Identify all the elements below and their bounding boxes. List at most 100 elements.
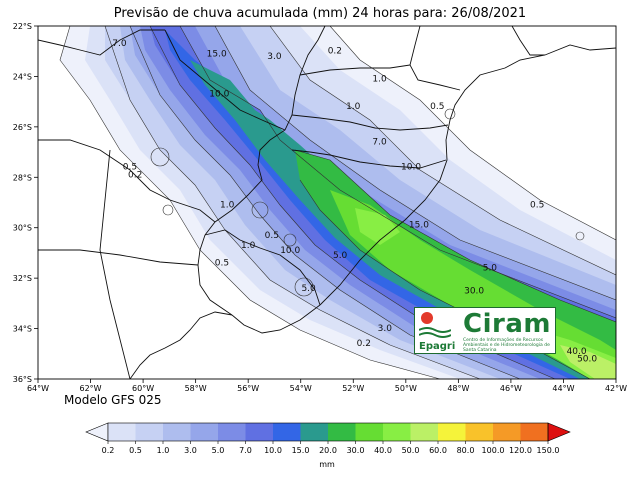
colorbar-unit: mm [319,460,335,469]
contour-label: 0.5 [215,259,229,269]
contour-label: 50.0 [577,354,597,364]
contour-island [162,204,174,216]
lat-tick-label: 36°S [13,375,32,384]
contour-line [149,26,556,379]
contour-label: 0.5 [265,231,279,241]
colorbar-tick-label: 5.0 [212,446,225,455]
colorbar-swatch [383,423,411,441]
state-border [511,26,545,56]
lon-tick-label: 58°W [185,384,207,393]
lon-tick-label: 46°W [500,384,522,393]
contour-label: 5.0 [333,251,348,261]
colorbar-swatch [465,423,493,441]
contour-line [214,26,616,301]
rain-band-60-0 [560,345,616,379]
colorbar-tick-label: 3.0 [184,446,197,455]
contour-island [283,233,297,247]
colorbar-swatch [438,423,466,441]
paraguay-argentina-border [164,29,286,131]
contour-labels: 7.015.010.00.21.03.01.0 0.57.010.00.50.20… [112,39,597,364]
lon-tick-label: 44°W [552,384,574,393]
argentina-coastline [129,311,233,379]
colorbar-tick-label: 40.0 [374,446,392,455]
contour-island [575,231,585,241]
contour-label: 1.0 [241,241,256,251]
uruguay-west-border [197,234,233,316]
lon-tick-label: 56°W [237,384,259,393]
state-border [409,26,461,91]
colorbar-swatch [273,423,301,441]
colorbar-tick-label: 15.0 [292,446,310,455]
contour-island [251,201,269,219]
contour-island [150,147,170,167]
lat-tick-label: 30°S [13,224,32,233]
contour-label: 40.0 [567,347,587,357]
colorbar-swatch [520,423,548,441]
contour-label: 10.0 [401,163,421,173]
contour-line [294,149,616,323]
logo-name: Ciram [463,309,551,339]
lat-tick-label: 26°S [13,123,32,132]
colorbar-tick-label: 0.2 [102,446,115,455]
lon-tick-label: 50°W [395,384,417,393]
contour-label: 5.0 [483,264,498,274]
lon-tick-label: 54°W [290,384,312,393]
state-border [291,149,447,169]
colorbar-tick-label: 0.5 [129,446,142,455]
colorbar-extend-high [547,422,571,442]
contour-label: 7.0 [112,39,127,49]
contour-label: 3.0 [267,52,282,62]
state-border [299,64,411,76]
colorbar-extend-low [85,422,109,442]
contour-label: 1.0 [346,102,361,112]
colorbar-tick-label: 150.0 [537,446,560,455]
colorbar-tick-label: 50.0 [402,446,420,455]
logo-wave-icon [419,327,451,338]
colorbar-tick-label: 80.0 [457,446,475,455]
lat-tick-label: 22°S [13,22,32,31]
colorbar-swatch [163,423,191,441]
longitude-axis: 64°W 62°W 60°W 58°W 56°W 54°W 52°W 50°W 48°W 46°W… [27,379,627,393]
colorbar-swatch [328,423,356,441]
lon-tick-label: 52°W [342,384,364,393]
uruguay-coastline [231,304,321,334]
colorbar-swatch [245,423,273,441]
contour-line [269,26,616,276]
colorbar: 0.2 0.5 1.0 3.0 5.0 7.0 10.0 15.0 20.0 30.0 40.0 50… [85,422,571,455]
rain-band-50-0 [355,208,400,245]
lat-tick-label: 34°S [13,325,32,334]
brazil-west-border [204,26,326,236]
contour-line [59,26,441,379]
contour-lines [59,26,616,379]
colorbar-swatch [410,423,438,441]
contour-label: 0.2 [357,339,371,349]
colorbar-tick-label: 120.0 [509,446,532,455]
contour-label: 15.0 [207,49,227,59]
colorbar-swatch [493,423,521,441]
contour-label: 30.0 [464,286,484,296]
colorbar-swatch [218,423,246,441]
contour-line [179,26,616,319]
colorbar-tick-label: 60.0 [429,446,447,455]
lon-tick-label: 62°W [79,384,101,393]
lat-tick-label: 28°S [13,173,32,182]
state-border [291,114,449,131]
brazil-uruguay-border [204,229,321,306]
contour-label: 3.0 [378,324,393,334]
lat-tick-label: 24°S [13,72,32,81]
contour-label: 10.0 [280,246,300,256]
contour-line [329,26,616,241]
logo-sun-icon [421,312,433,324]
latitude-axis: 22°S 24°S 26°S 28°S 30°S 32°S 34°S 36°S [13,22,38,384]
borders [38,26,616,379]
colorbar-tick-label: 20.0 [319,446,337,455]
colorbar-swatch [108,423,136,441]
argentina-north-border [38,29,165,56]
province-border [99,149,131,379]
contour-label: 1.0 [220,201,235,211]
contour-label: 0.5 [430,102,444,112]
contour-label: 15.0 [409,221,429,231]
contour-label: 0.2 [128,170,142,180]
lon-tick-label: 42°W [605,384,627,393]
